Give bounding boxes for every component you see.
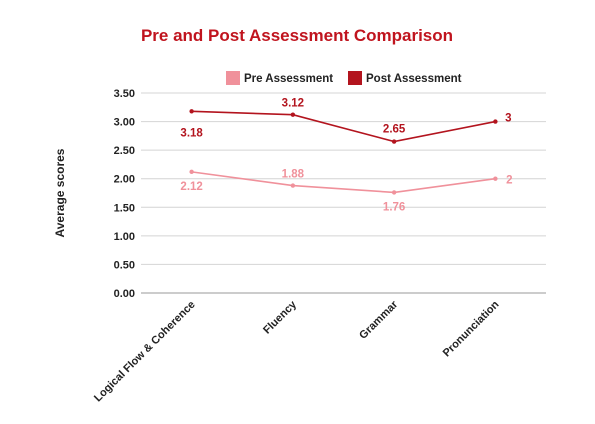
legend: Pre Assessment Post Assessment: [226, 71, 462, 85]
data-label: 2.12: [180, 181, 202, 193]
legend-swatch-post: [348, 71, 362, 85]
data-label: 1.88: [282, 169, 305, 181]
data-point: [391, 190, 397, 195]
legend-label-post: Post Assessment: [366, 73, 462, 85]
y-tick-label: 3.00: [114, 117, 135, 129]
y-tick-label: 3.50: [114, 88, 135, 100]
gridlines: [141, 92, 546, 294]
data-label: 3.12: [282, 98, 304, 110]
x-axis-categories: Logical Flow & Coherence Fluency Grammar Pr…: [92, 298, 502, 404]
data-labels: 2.12 1.88 1.76 2 3.18 3.12 2.65 3: [180, 98, 512, 214]
chart-title: Pre and Post Assessment Comparison: [141, 26, 453, 45]
data-label: 2.65: [383, 124, 406, 136]
y-tick-label: 0.50: [114, 259, 135, 271]
data-label: 2: [506, 175, 512, 187]
series-line: [191, 110, 496, 143]
x-category-label: Pronunciation: [441, 298, 502, 359]
y-tick-label: 2.00: [114, 174, 135, 186]
data-point: [493, 119, 498, 124]
data-label: 1.76: [383, 201, 405, 213]
data-point: [391, 139, 397, 144]
y-axis-label: Average scores: [53, 148, 67, 237]
data-point: [493, 176, 498, 181]
y-tick-label: 0.00: [114, 288, 135, 300]
data-point: [189, 109, 194, 114]
legend-swatch-pre: [226, 71, 240, 85]
series-lines: [189, 109, 498, 195]
data-label: 3: [505, 113, 511, 125]
series-line: [191, 171, 496, 194]
y-tick-label: 2.50: [114, 145, 135, 157]
x-category-label: Logical Flow & Coherence: [92, 299, 198, 405]
data-point: [189, 169, 194, 175]
data-point: [290, 112, 296, 117]
x-category-label: Grammar: [357, 298, 401, 342]
y-tick-label: 1.50: [114, 202, 135, 214]
x-category-label: Fluency: [261, 298, 300, 337]
y-axis-ticks: 0.00 0.50 1.00 1.50 2.00 2.50 3.00 3.50: [114, 88, 135, 300]
data-point: [290, 183, 296, 188]
data-label: 3.18: [180, 127, 203, 139]
legend-label-pre: Pre Assessment: [244, 73, 333, 85]
y-tick-label: 1.00: [114, 231, 135, 243]
